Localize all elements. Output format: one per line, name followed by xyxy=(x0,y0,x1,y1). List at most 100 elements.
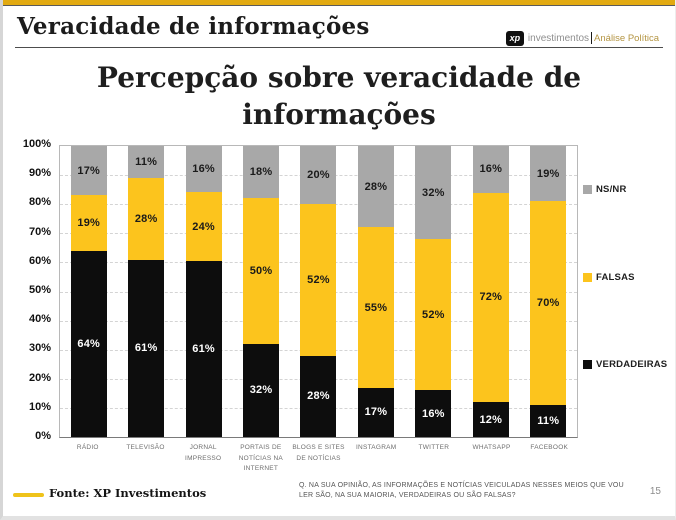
segment-verdadeiras[interactable]: 28% xyxy=(300,355,337,437)
segment-falsas[interactable]: 28% xyxy=(128,178,165,260)
survey-question-line1: Q. NA SUA OPINIÃO, AS INFORMAÇÕES E NOTÍ… xyxy=(299,482,624,489)
segment-falsas[interactable]: 52% xyxy=(300,204,337,356)
segment-value-label: 18% xyxy=(249,166,273,179)
legend-item-verdadeiras: VERDADEIRAS xyxy=(583,359,667,370)
segment-value-label: 52% xyxy=(307,273,330,286)
chart-title-line1: Percepção sobre veracidade de xyxy=(96,61,582,94)
segment-verdadeiras[interactable]: 12% xyxy=(472,402,509,437)
legend-item-ns-nr: NS/NR xyxy=(583,184,627,195)
y-tick-label: 80% xyxy=(28,196,51,209)
x-tick-label: JORNAL IMPRESSO xyxy=(185,444,222,462)
segment-value-label: 16% xyxy=(479,163,503,176)
source-note: Fonte: XP Investimentos xyxy=(49,486,207,500)
stacked-bar[interactable]: 16% 52% 32% xyxy=(415,146,452,437)
x-tick-label: TWITTER xyxy=(418,444,450,451)
y-tick-label: 0% xyxy=(35,430,51,442)
segment-value-label: 19% xyxy=(77,217,101,230)
segment-value-label: 32% xyxy=(422,186,445,199)
segment-verdadeiras[interactable]: 61% xyxy=(185,261,222,437)
segment-value-label: 16% xyxy=(192,163,215,176)
x-axis: RÁDIO TELEVISÃO JORNAL IMPRESSO PORTAIS DE … xyxy=(59,443,578,475)
segment-value-label: 12% xyxy=(479,413,503,426)
segment-ns-nr[interactable]: 28% xyxy=(357,146,394,228)
segment-value-label: 20% xyxy=(307,169,330,182)
y-tick-label: 30% xyxy=(28,342,51,355)
segment-value-label: 50% xyxy=(249,265,273,278)
segment-verdadeiras[interactable]: 61% xyxy=(128,259,165,437)
stacked-bar[interactable]: 64% 19% 17% xyxy=(70,146,107,437)
segment-value-label: 52% xyxy=(422,308,445,321)
segment-falsas[interactable]: 50% xyxy=(243,198,280,344)
segment-falsas[interactable]: 55% xyxy=(357,227,394,388)
x-tick-label: RÁDIO xyxy=(76,444,99,451)
legend-label: FALSAS xyxy=(596,272,635,283)
y-tick-label: 100% xyxy=(22,138,51,150)
segment-value-label: 61% xyxy=(134,342,158,355)
segment-verdadeiras[interactable]: 32% xyxy=(243,343,280,437)
segment-verdadeiras[interactable]: 16% xyxy=(415,390,452,437)
stacked-bar[interactable]: 12% 72% 16% xyxy=(472,146,509,437)
segment-value-label: 72% xyxy=(479,291,503,304)
stacked-bar[interactable]: 11% 70% 19% xyxy=(530,146,567,437)
chart-title: Percepção sobre veracidade de informaçõe… xyxy=(3,59,675,133)
segment-falsas[interactable]: 19% xyxy=(70,195,107,251)
y-tick-label: 40% xyxy=(28,313,51,326)
source-marker-line xyxy=(13,493,44,497)
header-divider xyxy=(15,47,663,48)
segment-value-label: 17% xyxy=(77,164,101,177)
segment-ns-nr[interactable]: 16% xyxy=(185,146,222,193)
y-tick-label: 60% xyxy=(28,254,51,267)
x-tick-label: INSTAGRAM xyxy=(355,444,397,451)
segment-value-label: 28% xyxy=(364,180,388,193)
survey-question: Q. NA SUA OPINIÃO, AS INFORMAÇÕES E NOTÍ… xyxy=(299,481,651,501)
bar-column-whatsapp: 12% 72% 16% xyxy=(462,146,519,437)
bar-column-facebook: 11% 70% 19% xyxy=(520,146,577,437)
survey-question-line2: LER SÃO, NA SUA MAIORIA, VERDADEIRAS OU … xyxy=(299,492,516,499)
logo-separator xyxy=(591,32,593,44)
segment-value-label: 16% xyxy=(422,407,445,420)
page-title: Veracidade de informações xyxy=(17,13,370,40)
chart-title-line2: informações xyxy=(242,98,436,131)
stacked-bar[interactable]: 61% 24% 16% xyxy=(185,146,222,437)
segment-ns-nr[interactable]: 20% xyxy=(300,146,337,205)
x-tick-label: TELEVISÃO xyxy=(126,444,165,451)
legend-swatch-icon xyxy=(583,185,592,194)
segment-falsas[interactable]: 72% xyxy=(472,192,509,403)
x-tick-label: FACEBOOK xyxy=(530,444,569,451)
segment-ns-nr[interactable]: 18% xyxy=(243,146,280,199)
segment-verdadeiras[interactable]: 11% xyxy=(530,405,567,437)
stacked-bar[interactable]: 32% 50% 18% xyxy=(243,146,280,437)
segment-falsas[interactable]: 70% xyxy=(530,201,567,405)
segment-value-label: 64% xyxy=(77,337,101,350)
segment-value-label: 55% xyxy=(364,301,388,314)
segment-value-label: 61% xyxy=(192,343,215,356)
top-accent-bar xyxy=(3,0,675,6)
segment-ns-nr[interactable]: 19% xyxy=(530,146,567,202)
y-tick-label: 10% xyxy=(28,400,51,413)
bar-column-instagram: 17% 55% 28% xyxy=(347,146,404,437)
bars-container: 64% 19% 17% 61% 28% 11% 61% 24% 16% 32% 50% 18% 28% 5… xyxy=(60,146,577,437)
page-number: 15 xyxy=(649,486,661,497)
segment-ns-nr[interactable]: 17% xyxy=(70,146,107,196)
y-tick-label: 50% xyxy=(28,284,51,296)
segment-value-label: 32% xyxy=(249,384,273,397)
bar-column-televis-o: 61% 28% 11% xyxy=(117,146,174,437)
stacked-bar[interactable]: 17% 55% 28% xyxy=(357,146,394,437)
xp-logo-icon: xp xyxy=(505,30,524,46)
segment-ns-nr[interactable]: 16% xyxy=(472,146,509,193)
segment-value-label: 17% xyxy=(364,406,388,419)
segment-value-label: 70% xyxy=(536,297,560,310)
segment-ns-nr[interactable]: 32% xyxy=(415,146,452,240)
y-tick-label: 70% xyxy=(28,225,51,238)
legend-swatch-icon xyxy=(583,360,592,369)
segment-value-label: 28% xyxy=(307,390,330,403)
segment-ns-nr[interactable]: 11% xyxy=(128,146,165,179)
legend-swatch-icon xyxy=(583,273,592,282)
segment-verdadeiras[interactable]: 17% xyxy=(357,387,394,437)
segment-falsas[interactable]: 24% xyxy=(185,192,222,262)
stacked-bar[interactable]: 61% 28% 11% xyxy=(128,146,165,437)
segment-verdadeiras[interactable]: 64% xyxy=(70,250,107,437)
stacked-bar[interactable]: 28% 52% 20% xyxy=(300,146,337,437)
segment-falsas[interactable]: 52% xyxy=(415,239,452,391)
